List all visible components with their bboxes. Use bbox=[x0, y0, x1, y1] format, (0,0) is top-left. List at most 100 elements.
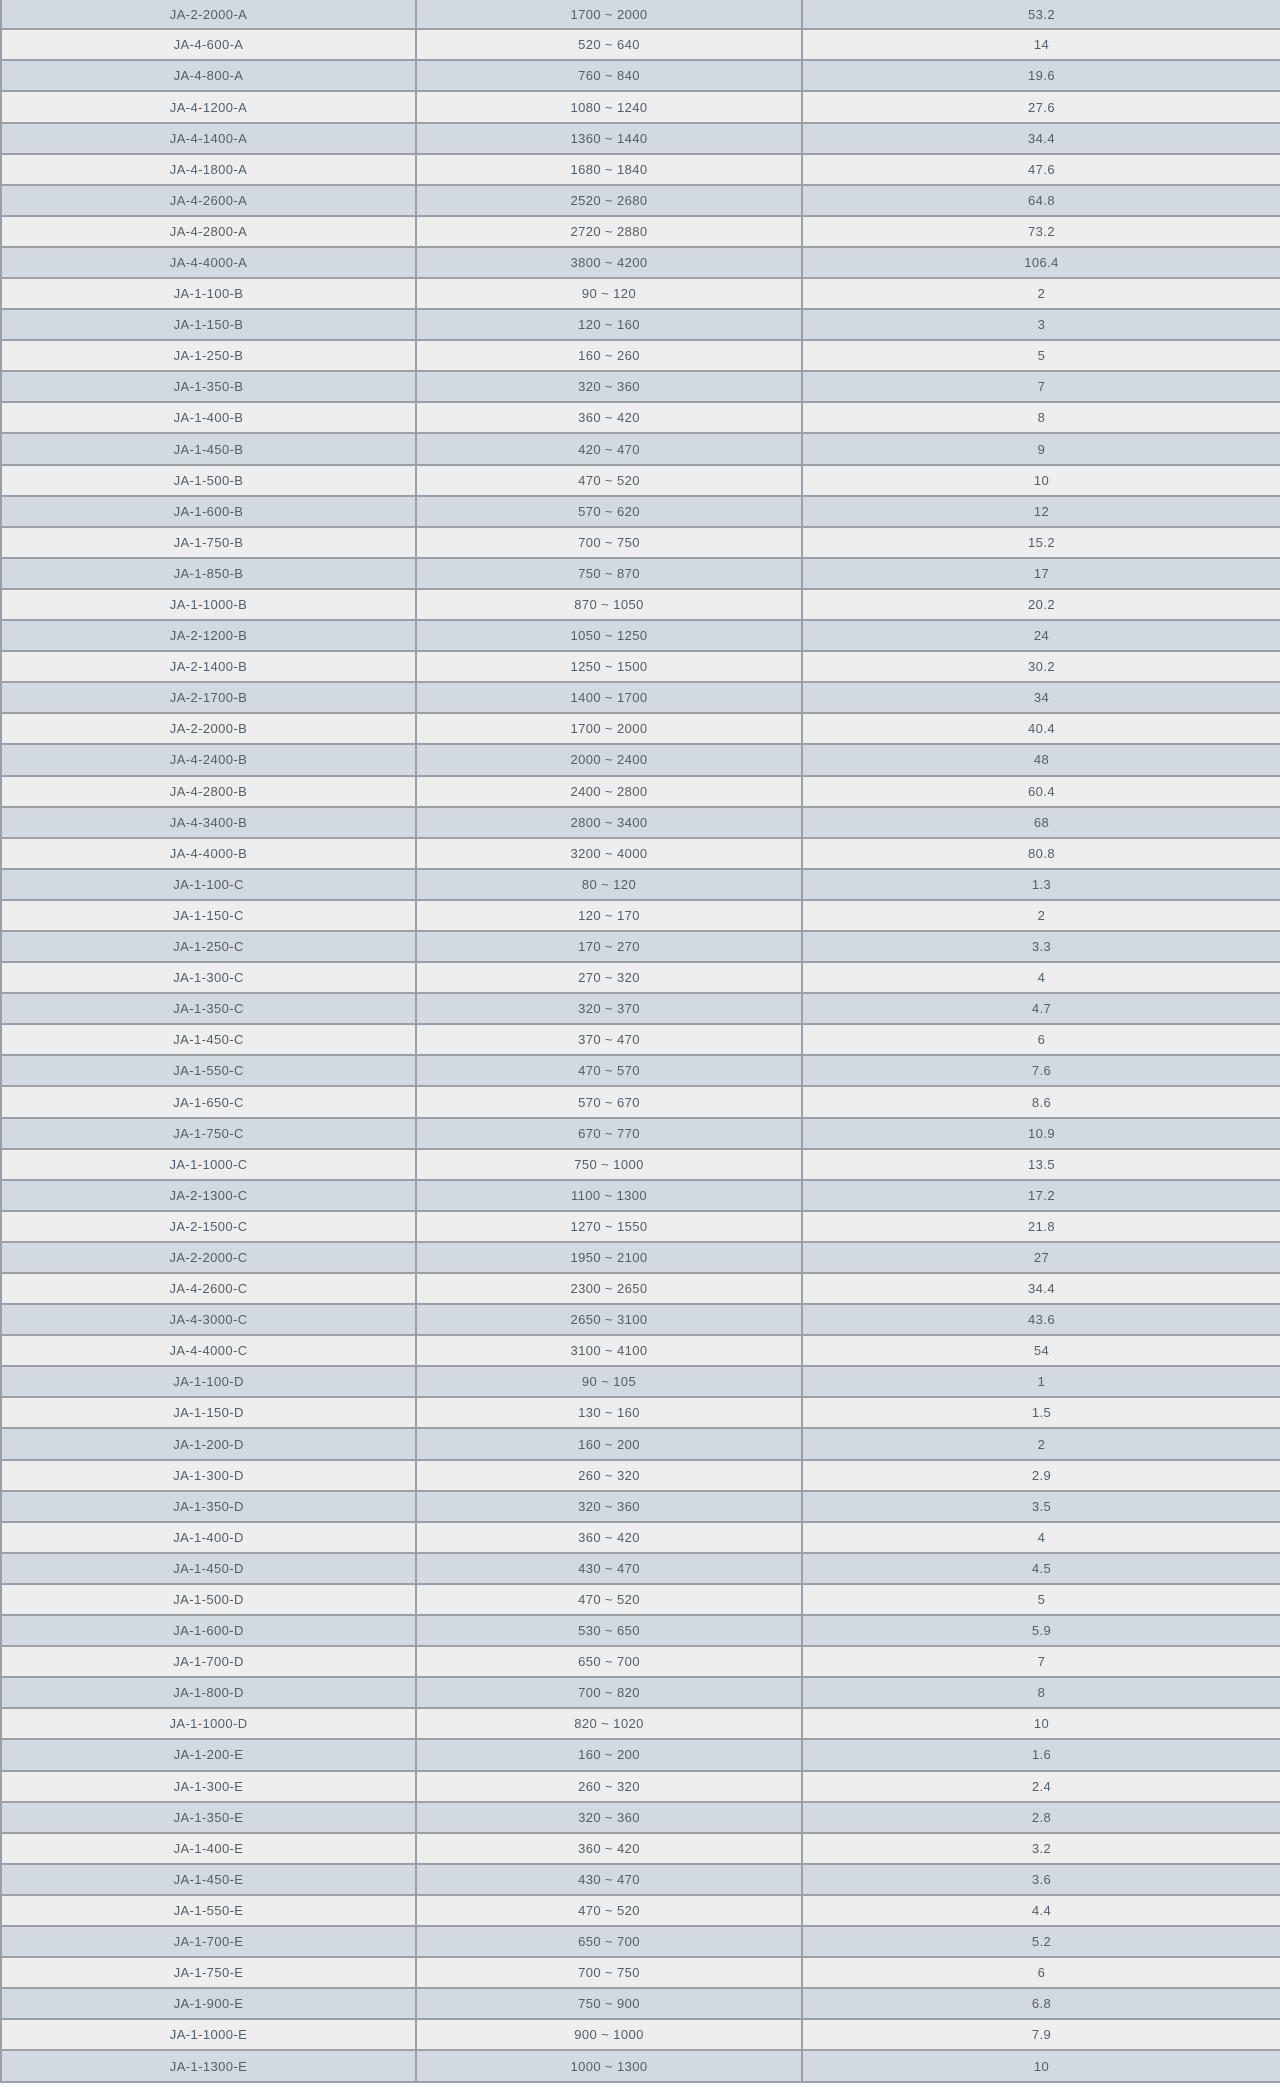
range-cell: 470 ~ 520 bbox=[415, 1582, 803, 1617]
range-cell: 80 ~ 120 bbox=[415, 867, 803, 901]
range-cell: 2650 ~ 3100 bbox=[415, 1303, 803, 1337]
value-cell: 1.5 bbox=[801, 1396, 1280, 1430]
range-cell: 3200 ~ 4000 bbox=[415, 836, 803, 870]
value-cell: 1.6 bbox=[801, 1738, 1280, 1772]
value-cell: 4 bbox=[801, 961, 1280, 995]
value-cell: 2.4 bbox=[801, 1769, 1280, 1803]
model-cell: JA-1-250-C bbox=[0, 929, 417, 964]
value-cell: 34.4 bbox=[801, 121, 1280, 155]
model-cell: JA-4-600-A bbox=[0, 28, 417, 62]
range-cell: 120 ~ 160 bbox=[415, 308, 803, 342]
value-cell: 3.6 bbox=[801, 1862, 1280, 1896]
model-cell: JA-1-450-D bbox=[0, 1551, 417, 1585]
value-cell: 7 bbox=[801, 1645, 1280, 1679]
table-row: JA-1-300-E 260 ~ 320 2.4 bbox=[0, 1769, 1280, 1803]
value-cell: 64.8 bbox=[801, 183, 1280, 217]
table-row: JA-1-700-D 650 ~ 700 7 bbox=[0, 1645, 1280, 1679]
value-cell: 2.9 bbox=[801, 1458, 1280, 1492]
model-cell: JA-1-250-B bbox=[0, 339, 417, 373]
table-row: JA-4-4000-A 3800 ~ 4200 106.4 bbox=[0, 245, 1280, 280]
value-cell: 3.3 bbox=[801, 929, 1280, 964]
table-row: JA-4-3400-B 2800 ~ 3400 68 bbox=[0, 805, 1280, 839]
table-row: JA-1-600-D 530 ~ 650 5.9 bbox=[0, 1614, 1280, 1648]
value-cell: 5.2 bbox=[801, 1924, 1280, 1959]
model-cell: JA-4-2800-B bbox=[0, 774, 417, 808]
range-cell: 430 ~ 470 bbox=[415, 1862, 803, 1896]
value-cell: 10 bbox=[801, 2049, 1280, 2083]
value-cell: 6 bbox=[801, 1023, 1280, 1057]
value-cell: 4.7 bbox=[801, 992, 1280, 1026]
value-cell: 106.4 bbox=[801, 245, 1280, 280]
table-row: JA-1-100-D 90 ~ 105 1 bbox=[0, 1365, 1280, 1399]
value-cell: 24 bbox=[801, 619, 1280, 653]
model-cell: JA-1-200-E bbox=[0, 1738, 417, 1772]
value-cell: 30.2 bbox=[801, 650, 1280, 684]
model-cell: JA-1-100-B bbox=[0, 277, 417, 311]
table-row: JA-1-100-B 90 ~ 120 2 bbox=[0, 277, 1280, 311]
table-row: JA-4-2800-A 2720 ~ 2880 73.2 bbox=[0, 214, 1280, 248]
model-cell: JA-1-300-E bbox=[0, 1769, 417, 1803]
range-cell: 1360 ~ 1440 bbox=[415, 121, 803, 155]
table-row: JA-1-200-D 160 ~ 200 2 bbox=[0, 1427, 1280, 1461]
value-cell: 13.5 bbox=[801, 1147, 1280, 1181]
table-row: JA-4-4000-C 3100 ~ 4100 54 bbox=[0, 1334, 1280, 1368]
table-row: JA-1-300-C 270 ~ 320 4 bbox=[0, 961, 1280, 995]
table-row: JA-1-150-B 120 ~ 160 3 bbox=[0, 308, 1280, 342]
model-cell: JA-1-350-C bbox=[0, 992, 417, 1026]
range-cell: 870 ~ 1050 bbox=[415, 587, 803, 622]
value-cell: 80.8 bbox=[801, 836, 1280, 870]
model-cell: JA-4-3400-B bbox=[0, 805, 417, 839]
range-cell: 1270 ~ 1550 bbox=[415, 1209, 803, 1243]
model-cell: JA-1-650-C bbox=[0, 1085, 417, 1119]
range-cell: 360 ~ 420 bbox=[415, 401, 803, 435]
model-cell: JA-2-2000-B bbox=[0, 712, 417, 746]
table-row: JA-1-450-D 430 ~ 470 4.5 bbox=[0, 1551, 1280, 1585]
range-cell: 370 ~ 470 bbox=[415, 1023, 803, 1057]
table-row: JA-1-1300-E 1000 ~ 1300 10 bbox=[0, 2049, 1280, 2083]
value-cell: 4.4 bbox=[801, 1893, 1280, 1927]
model-cell: JA-4-2600-A bbox=[0, 183, 417, 217]
model-cell: JA-1-350-D bbox=[0, 1489, 417, 1523]
value-cell: 3.5 bbox=[801, 1489, 1280, 1523]
model-cell: JA-1-100-C bbox=[0, 867, 417, 901]
value-cell: 14 bbox=[801, 28, 1280, 62]
range-cell: 260 ~ 320 bbox=[415, 1458, 803, 1492]
table-row: JA-1-250-C 170 ~ 270 3.3 bbox=[0, 929, 1280, 964]
model-cell: JA-1-400-B bbox=[0, 401, 417, 435]
table-row: JA-4-1400-A 1360 ~ 1440 34.4 bbox=[0, 121, 1280, 155]
value-cell: 7 bbox=[801, 370, 1280, 404]
range-cell: 650 ~ 700 bbox=[415, 1645, 803, 1679]
model-cell: JA-1-700-D bbox=[0, 1645, 417, 1679]
model-cell: JA-1-150-B bbox=[0, 308, 417, 342]
range-cell: 160 ~ 200 bbox=[415, 1427, 803, 1461]
model-cell: JA-1-150-C bbox=[0, 898, 417, 932]
model-cell: JA-2-1300-C bbox=[0, 1178, 417, 1212]
model-cell: JA-1-500-D bbox=[0, 1582, 417, 1617]
table-row: JA-1-450-B 420 ~ 470 9 bbox=[0, 432, 1280, 466]
value-cell: 17.2 bbox=[801, 1178, 1280, 1212]
range-cell: 570 ~ 670 bbox=[415, 1085, 803, 1119]
table-row: JA-2-1500-C 1270 ~ 1550 21.8 bbox=[0, 1209, 1280, 1243]
range-cell: 820 ~ 1020 bbox=[415, 1707, 803, 1741]
range-cell: 520 ~ 640 bbox=[415, 28, 803, 62]
range-cell: 160 ~ 260 bbox=[415, 339, 803, 373]
table-row: JA-4-2800-B 2400 ~ 2800 60.4 bbox=[0, 774, 1280, 808]
model-cell: JA-1-450-C bbox=[0, 1023, 417, 1057]
range-cell: 2720 ~ 2880 bbox=[415, 214, 803, 248]
range-cell: 260 ~ 320 bbox=[415, 1769, 803, 1803]
value-cell: 5 bbox=[801, 339, 1280, 373]
range-cell: 700 ~ 820 bbox=[415, 1676, 803, 1710]
range-cell: 270 ~ 320 bbox=[415, 961, 803, 995]
model-cell: JA-2-1200-B bbox=[0, 619, 417, 653]
range-cell: 120 ~ 170 bbox=[415, 898, 803, 932]
range-cell: 1680 ~ 1840 bbox=[415, 152, 803, 186]
range-cell: 700 ~ 750 bbox=[415, 1956, 803, 1990]
model-cell: JA-1-600-D bbox=[0, 1614, 417, 1648]
range-cell: 750 ~ 900 bbox=[415, 1987, 803, 2021]
range-cell: 1080 ~ 1240 bbox=[415, 90, 803, 124]
model-cell: JA-2-1700-B bbox=[0, 681, 417, 715]
value-cell: 3.2 bbox=[801, 1831, 1280, 1865]
table-row: JA-4-1800-A 1680 ~ 1840 47.6 bbox=[0, 152, 1280, 186]
